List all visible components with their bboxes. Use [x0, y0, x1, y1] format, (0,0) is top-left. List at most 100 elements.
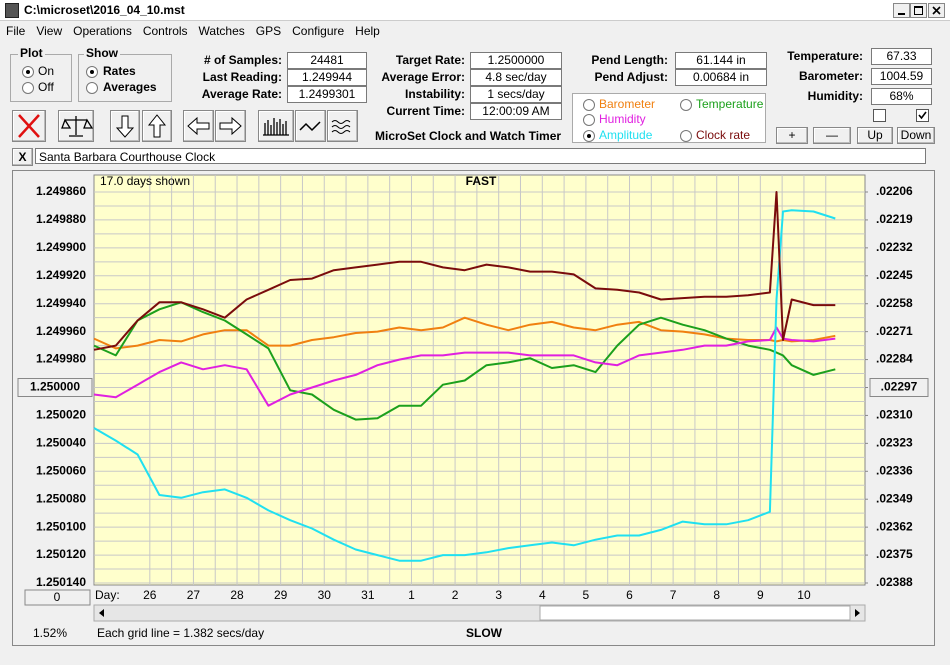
adjust-button[interactable]: Up	[857, 127, 893, 144]
y2-tick-label: .02323	[876, 436, 913, 450]
field-label: Average Error:	[381, 70, 465, 84]
group-title: Show	[84, 46, 120, 60]
x-tick-label: 30	[318, 588, 332, 602]
field-label: Instability:	[404, 87, 465, 101]
x-tick-label: 28	[230, 588, 244, 602]
offset-button[interactable]	[24, 589, 91, 606]
y2-tick-label: .02336	[876, 463, 913, 477]
field-value: 12:00:09 AM	[470, 103, 562, 120]
reset-button[interactable]	[17, 378, 93, 397]
menu-item[interactable]: Operations	[73, 24, 132, 38]
radio[interactable]	[86, 82, 98, 94]
check-mark	[918, 111, 927, 120]
scroll-arrow[interactable]	[855, 609, 860, 617]
field-value: 4.8 sec/day	[470, 69, 562, 86]
icon	[18, 114, 40, 138]
y-tick-label: 1.250060	[36, 463, 86, 477]
clear-button[interactable]: X	[12, 148, 33, 166]
field-value: 1004.59	[871, 68, 932, 85]
field-label: Last Reading:	[202, 70, 282, 84]
checkbox[interactable]	[916, 109, 929, 122]
maximize-button[interactable]	[910, 3, 927, 18]
legend-entry[interactable]: Barometer	[599, 97, 656, 111]
field-label: Pend Length:	[591, 53, 668, 67]
x-tick-label: 26	[143, 588, 157, 602]
radio-label[interactable]: Off	[38, 80, 54, 94]
line-button[interactable]	[295, 110, 326, 142]
radio[interactable]	[86, 66, 98, 78]
bars-button[interactable]	[258, 110, 294, 142]
scroll-arrow[interactable]	[99, 609, 104, 617]
clock-name-field[interactable]: Santa Barbara Courthouse Clock	[35, 148, 926, 164]
y-tick-label: 1.249940	[36, 296, 86, 310]
radio-label[interactable]: Averages	[103, 80, 157, 94]
reset-button[interactable]	[869, 378, 929, 397]
x-tick-label: 6	[626, 588, 633, 602]
percent: 1.52%	[33, 626, 67, 640]
legend-radio[interactable]	[583, 99, 595, 111]
icon	[115, 115, 135, 138]
menu-item[interactable]: Controls	[142, 24, 188, 38]
y2-tick-label: .02206	[876, 184, 913, 198]
bottom-label: SLOW	[466, 626, 503, 640]
menu-item[interactable]: Watches	[198, 24, 245, 38]
close-icon	[932, 6, 941, 15]
plot-group	[10, 54, 72, 102]
icon	[331, 120, 351, 134]
minimize-button[interactable]	[893, 3, 910, 18]
legend-entry[interactable]: Temperature	[696, 97, 764, 111]
left-button[interactable]	[183, 110, 214, 142]
menu-item[interactable]: GPS	[255, 24, 282, 38]
y-tick-label: 1.250080	[36, 491, 86, 505]
series-line	[93, 301, 836, 421]
legend-radio[interactable]	[583, 114, 595, 126]
show-group	[78, 54, 172, 102]
radio-label[interactable]: Rates	[103, 64, 136, 78]
y2-tick-label: .02258	[876, 296, 913, 310]
x-tick-label: 5	[583, 588, 590, 602]
offset-button-label[interactable]: 0	[54, 590, 61, 604]
menu-item[interactable]: View	[36, 24, 63, 38]
menu-item[interactable]: Help	[355, 24, 380, 38]
menu-item[interactable]: File	[6, 24, 26, 38]
y2-tick-label: .02362	[876, 519, 913, 533]
menu-item[interactable]: Configure	[292, 24, 345, 38]
scroll-thumb[interactable]	[539, 605, 851, 621]
series-line	[93, 209, 836, 562]
radio[interactable]	[22, 82, 34, 94]
legend-radio[interactable]	[583, 130, 595, 142]
balance-button[interactable]	[58, 110, 94, 142]
group-title: Plot	[18, 46, 45, 60]
legend-radio[interactable]	[680, 130, 692, 142]
chart: 1.249860 1.249880 1.249900 1.249920 1.249940…	[17, 174, 929, 640]
up-button[interactable]	[142, 110, 172, 142]
legend-entry[interactable]: Humidity	[599, 112, 646, 126]
y2-tick-label: .02349	[876, 491, 913, 505]
field-value: 67.33	[871, 48, 932, 65]
adjust-button[interactable]: +	[776, 127, 808, 144]
waves-button[interactable]	[327, 110, 358, 142]
field-label: Barometer:	[798, 69, 863, 83]
right-button[interactable]	[215, 110, 246, 142]
title-bar: C:\microset\2016_04_10.mst	[0, 0, 950, 21]
series-line	[93, 316, 836, 350]
window-title: C:\microset\2016_04_10.mst	[24, 3, 185, 17]
stop-button[interactable]	[12, 110, 46, 142]
app-icon	[5, 3, 19, 18]
checkbox[interactable]	[873, 109, 886, 122]
legend-entry[interactable]: Clock rate	[696, 128, 751, 142]
radio[interactable]	[22, 66, 34, 78]
adjust-button[interactable]: Down	[897, 127, 935, 144]
legend-radio[interactable]	[680, 99, 692, 111]
radio-label[interactable]: On	[38, 64, 55, 78]
field-value: 24481	[287, 52, 367, 69]
icon	[219, 116, 242, 136]
x-tick-label: 9	[757, 588, 764, 602]
legend-entry[interactable]: Amplitude	[599, 128, 653, 142]
down-button[interactable]	[110, 110, 140, 142]
icon	[263, 118, 289, 136]
close-window-button[interactable]	[928, 3, 945, 18]
adjust-button[interactable]: —	[813, 127, 851, 144]
y-tick-label: 1.250120	[36, 547, 86, 561]
y-tick-label: 1.249920	[36, 268, 86, 282]
